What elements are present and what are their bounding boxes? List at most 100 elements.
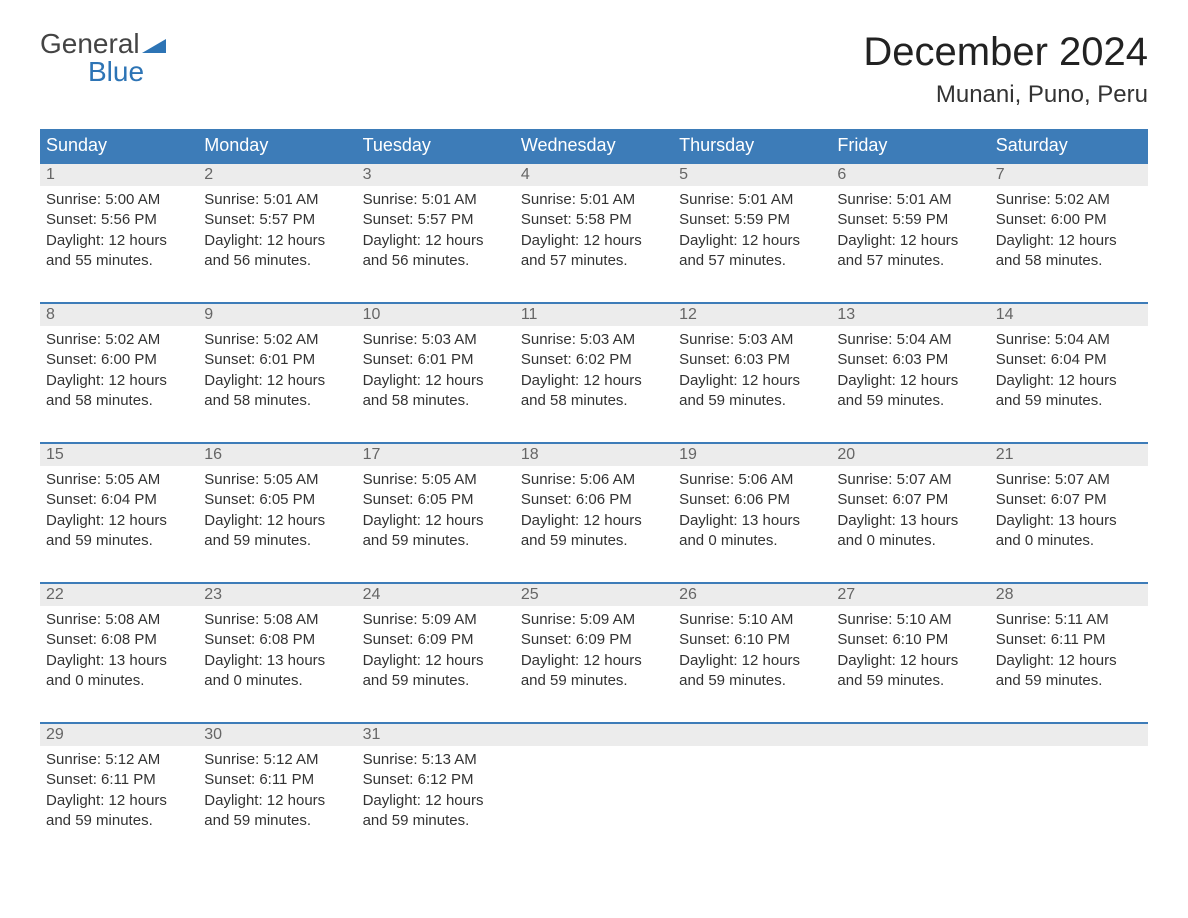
day-number: 13: [831, 304, 989, 326]
day-d1: Daylight: 12 hours: [837, 371, 983, 391]
day-number: 12: [673, 304, 831, 326]
day-sunrise: Sunrise: 5:07 AM: [996, 470, 1142, 490]
day-d1: Daylight: 12 hours: [363, 371, 509, 391]
week-row: 29 Sunrise: 5:12 AM Sunset: 6:11 PM Dayligh…: [40, 723, 1148, 863]
day-cell: 1Sunrise: 5:00 AMSunset: 5:56 PMDaylight…: [40, 163, 198, 303]
day-sunset: Sunset: 5:59 PM: [837, 210, 983, 230]
day-d2: and 0 minutes.: [679, 531, 825, 551]
day-content: Sunrise: 5:07 AMSunset: 6:07 PMDaylight:…: [990, 466, 1148, 555]
day-d1: Daylight: 12 hours: [363, 791, 509, 811]
day-d1: Daylight: 12 hours: [46, 791, 192, 811]
day-number: 10: [357, 304, 515, 326]
day-sunrise: Sunrise: 5:10 AM: [837, 610, 983, 630]
day-d1: Daylight: 12 hours: [679, 651, 825, 671]
day-number: 29: [40, 724, 198, 746]
day-sunrise: Sunrise: 5:02 AM: [996, 190, 1142, 210]
day-sunrise: Sunrise: 5:06 AM: [679, 470, 825, 490]
day-sunrise: Sunrise: 5:00 AM: [46, 190, 192, 210]
day-d2: and 59 minutes.: [363, 671, 509, 691]
day-sunrise: Sunrise: 5:07 AM: [837, 470, 983, 490]
day-content: Sunrise: 5:08 AMSunset: 6:08 PMDaylight:…: [40, 606, 198, 695]
day-cell: [831, 723, 989, 863]
day-sunset: Sunset: 6:12 PM: [363, 770, 509, 790]
day-number: 5: [673, 164, 831, 186]
day-number: 3: [357, 164, 515, 186]
day-content: Sunrise: 5:10 AMSunset: 6:10 PMDaylight:…: [831, 606, 989, 695]
day-header-friday: Friday: [831, 129, 989, 163]
day-d1: Daylight: 12 hours: [46, 371, 192, 391]
day-d2: and 56 minutes.: [204, 251, 350, 271]
day-sunset: Sunset: 5:59 PM: [679, 210, 825, 230]
day-number: 1: [40, 164, 198, 186]
day-number: 30: [198, 724, 356, 746]
day-d1: Daylight: 12 hours: [363, 651, 509, 671]
day-content: Sunrise: 5:02 AMSunset: 6:01 PMDaylight:…: [198, 326, 356, 415]
day-sunset: Sunset: 6:09 PM: [363, 630, 509, 650]
day-content: Sunrise: 5:07 AMSunset: 6:07 PMDaylight:…: [831, 466, 989, 555]
day-d2: and 56 minutes.: [363, 251, 509, 271]
day-d2: and 59 minutes.: [679, 671, 825, 691]
day-sunset: Sunset: 6:11 PM: [996, 630, 1142, 650]
day-number: 16: [198, 444, 356, 466]
day-d2: and 0 minutes.: [996, 531, 1142, 551]
day-cell: 30Sunrise: 5:12 AMSunset: 6:11 PMDayligh…: [198, 723, 356, 863]
day-sunset: Sunset: 6:08 PM: [204, 630, 350, 650]
day-cell: 19Sunrise: 5:06 AMSunset: 6:06 PMDayligh…: [673, 443, 831, 583]
day-content: Sunrise: 5:02 AMSunset: 6:00 PMDaylight:…: [40, 326, 198, 415]
day-sunset: Sunset: 5:56 PM: [46, 210, 192, 230]
day-d2: and 59 minutes.: [204, 811, 350, 831]
day-sunset: Sunset: 6:05 PM: [204, 490, 350, 510]
day-d1: Daylight: 12 hours: [521, 371, 667, 391]
day-sunrise: Sunrise: 5:01 AM: [521, 190, 667, 210]
day-content: Sunrise: 5:08 AMSunset: 6:08 PMDaylight:…: [198, 606, 356, 695]
day-cell: 13Sunrise: 5:04 AMSunset: 6:03 PMDayligh…: [831, 303, 989, 443]
day-sunset: Sunset: 6:06 PM: [521, 490, 667, 510]
day-d1: Daylight: 13 hours: [837, 511, 983, 531]
day-d2: and 59 minutes.: [46, 531, 192, 551]
week-row: 8Sunrise: 5:02 AMSunset: 6:00 PMDaylight…: [40, 303, 1148, 443]
day-sunset: Sunset: 6:04 PM: [996, 350, 1142, 370]
day-number: [515, 724, 673, 746]
day-d1: Daylight: 13 hours: [679, 511, 825, 531]
day-sunrise: Sunrise: 5:01 AM: [363, 190, 509, 210]
day-sunset: Sunset: 6:07 PM: [996, 490, 1142, 510]
day-sunset: Sunset: 6:01 PM: [363, 350, 509, 370]
day-sunset: Sunset: 6:06 PM: [679, 490, 825, 510]
day-cell: 31Sunrise: 5:13 AMSunset: 6:12 PMDayligh…: [357, 723, 515, 863]
day-d1: Daylight: 12 hours: [996, 651, 1142, 671]
day-content: Sunrise: 5:09 AMSunset: 6:09 PMDaylight:…: [357, 606, 515, 695]
day-d2: and 58 minutes.: [996, 251, 1142, 271]
day-sunset: Sunset: 6:02 PM: [521, 350, 667, 370]
day-sunrise: Sunrise: 5:03 AM: [679, 330, 825, 350]
day-d1: Daylight: 12 hours: [679, 231, 825, 251]
day-cell: 4Sunrise: 5:01 AMSunset: 5:58 PMDaylight…: [515, 163, 673, 303]
day-cell: [515, 723, 673, 863]
day-cell: 10Sunrise: 5:03 AMSunset: 6:01 PMDayligh…: [357, 303, 515, 443]
day-d2: and 58 minutes.: [204, 391, 350, 411]
day-d1: Daylight: 12 hours: [204, 231, 350, 251]
day-cell: 12Sunrise: 5:03 AMSunset: 6:03 PMDayligh…: [673, 303, 831, 443]
day-number: 4: [515, 164, 673, 186]
day-content: Sunrise: 5:09 AMSunset: 6:09 PMDaylight:…: [515, 606, 673, 695]
day-d2: and 58 minutes.: [521, 391, 667, 411]
day-sunrise: Sunrise: 5:12 AM: [46, 750, 192, 770]
day-sunrise: Sunrise: 5:05 AM: [204, 470, 350, 490]
day-sunset: Sunset: 6:04 PM: [46, 490, 192, 510]
day-sunrise: Sunrise: 5:02 AM: [46, 330, 192, 350]
day-d1: Daylight: 12 hours: [363, 231, 509, 251]
day-sunset: Sunset: 6:03 PM: [679, 350, 825, 370]
day-sunset: Sunset: 6:11 PM: [204, 770, 350, 790]
day-sunset: Sunset: 6:08 PM: [46, 630, 192, 650]
day-cell: [673, 723, 831, 863]
day-cell: 25Sunrise: 5:09 AMSunset: 6:09 PMDayligh…: [515, 583, 673, 723]
day-content: Sunrise: 5:03 AMSunset: 6:01 PMDaylight:…: [357, 326, 515, 415]
day-sunrise: Sunrise: 5:01 AM: [837, 190, 983, 210]
day-cell: 15Sunrise: 5:05 AMSunset: 6:04 PMDayligh…: [40, 443, 198, 583]
day-d1: Daylight: 12 hours: [46, 511, 192, 531]
day-sunrise: Sunrise: 5:06 AM: [521, 470, 667, 490]
day-content: Sunrise: 5:00 AMSunset: 5:56 PMDaylight:…: [40, 186, 198, 275]
location-label: Munani, Puno, Peru: [863, 81, 1148, 109]
day-d2: and 59 minutes.: [204, 531, 350, 551]
day-sunset: Sunset: 6:01 PM: [204, 350, 350, 370]
day-d2: and 0 minutes.: [837, 531, 983, 551]
